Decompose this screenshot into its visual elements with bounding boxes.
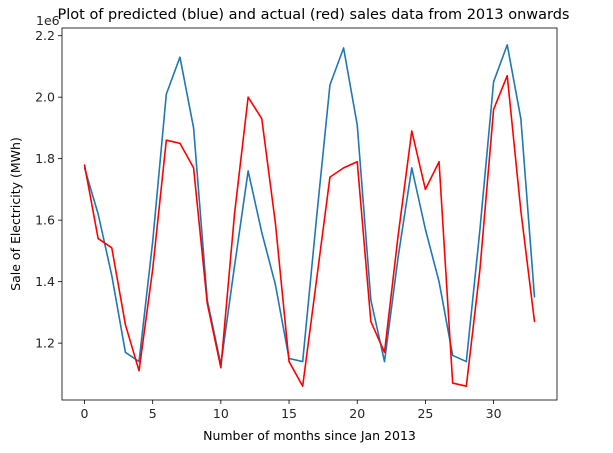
y-tick-label: 1.4 bbox=[35, 274, 55, 289]
data-point bbox=[411, 167, 413, 169]
data-point bbox=[479, 268, 481, 270]
data-point bbox=[383, 351, 386, 353]
data-point bbox=[424, 228, 427, 230]
y-tick-label: 1.8 bbox=[35, 151, 55, 166]
data-point bbox=[492, 81, 495, 83]
data-point bbox=[233, 213, 236, 215]
data-point bbox=[424, 188, 427, 191]
data-point bbox=[152, 268, 154, 270]
data-point bbox=[124, 351, 127, 353]
data-point bbox=[492, 108, 495, 111]
data-point bbox=[288, 360, 290, 363]
y-tick-label: 2.0 bbox=[35, 90, 55, 105]
y-axis-ticks: 1.2 1.4 1.6 1.8 2.0 2.2 bbox=[35, 28, 62, 351]
data-point bbox=[302, 385, 304, 387]
series-line-red bbox=[83, 74, 536, 387]
data-point bbox=[274, 222, 277, 224]
data-point bbox=[111, 274, 113, 277]
data-point bbox=[342, 167, 345, 169]
x-tick-label: 0 bbox=[81, 406, 89, 421]
y-tick-label: 2.2 bbox=[35, 28, 55, 43]
x-tick-label: 15 bbox=[281, 406, 297, 421]
data-point bbox=[261, 118, 263, 120]
y-axis-label: Sale of Electricity (MWh) bbox=[8, 137, 23, 291]
data-point bbox=[383, 360, 386, 363]
data-point bbox=[438, 161, 440, 163]
data-point bbox=[302, 360, 304, 363]
x-axis-label: Number of months since Jan 2013 bbox=[203, 428, 416, 443]
data-point bbox=[533, 296, 536, 298]
data-point bbox=[506, 75, 508, 77]
data-point bbox=[411, 130, 413, 132]
data-point bbox=[329, 176, 331, 178]
data-point bbox=[165, 93, 167, 95]
data-point bbox=[452, 354, 454, 357]
data-point bbox=[506, 44, 508, 46]
y-tick-label: 1.6 bbox=[35, 213, 55, 228]
data-point bbox=[370, 321, 372, 323]
data-point bbox=[315, 281, 317, 283]
data-point bbox=[83, 164, 86, 166]
x-axis-ticks: 0 5 10 15 20 25 30 bbox=[81, 400, 502, 421]
data-point bbox=[261, 231, 263, 234]
data-point bbox=[356, 124, 358, 126]
data-point bbox=[520, 118, 522, 120]
series-line-blue bbox=[83, 44, 536, 366]
x-tick-label: 5 bbox=[149, 406, 157, 421]
series-layer bbox=[83, 44, 536, 387]
data-point bbox=[179, 142, 181, 144]
data-point bbox=[397, 234, 399, 237]
data-point bbox=[520, 210, 522, 212]
data-point bbox=[97, 213, 99, 215]
data-point bbox=[356, 161, 358, 163]
data-point bbox=[192, 167, 195, 169]
chart-title: Plot of predicted (blue) and actual (red… bbox=[58, 7, 570, 23]
data-point bbox=[479, 228, 481, 230]
data-point bbox=[97, 237, 99, 240]
data-point bbox=[533, 321, 536, 323]
data-point bbox=[138, 370, 140, 372]
data-point bbox=[370, 299, 372, 301]
data-point bbox=[124, 324, 127, 326]
plot-area bbox=[61, 27, 558, 401]
x-tick-label: 10 bbox=[213, 406, 229, 421]
data-point bbox=[138, 360, 140, 363]
data-point bbox=[465, 385, 467, 387]
data-point bbox=[342, 47, 345, 49]
data-point bbox=[233, 265, 236, 267]
plot-frame bbox=[61, 27, 558, 401]
data-point bbox=[397, 256, 399, 258]
data-point bbox=[111, 247, 113, 249]
y-tick-label: 1.2 bbox=[35, 336, 55, 351]
data-point bbox=[192, 127, 195, 129]
data-point bbox=[152, 241, 154, 243]
data-point bbox=[247, 96, 249, 98]
data-point bbox=[315, 219, 317, 221]
x-tick-label: 20 bbox=[349, 406, 365, 421]
y-axis-offset-label: 1e6 bbox=[36, 13, 60, 28]
x-tick-label: 30 bbox=[486, 406, 502, 421]
data-point bbox=[220, 367, 222, 369]
data-point bbox=[438, 281, 440, 283]
data-point bbox=[274, 284, 277, 286]
data-point bbox=[329, 84, 331, 86]
data-point bbox=[206, 302, 208, 304]
data-point bbox=[179, 56, 181, 58]
data-point bbox=[465, 360, 467, 363]
x-tick-label: 25 bbox=[417, 406, 433, 421]
data-point bbox=[165, 139, 167, 141]
data-point bbox=[452, 382, 454, 384]
data-point bbox=[247, 170, 249, 172]
